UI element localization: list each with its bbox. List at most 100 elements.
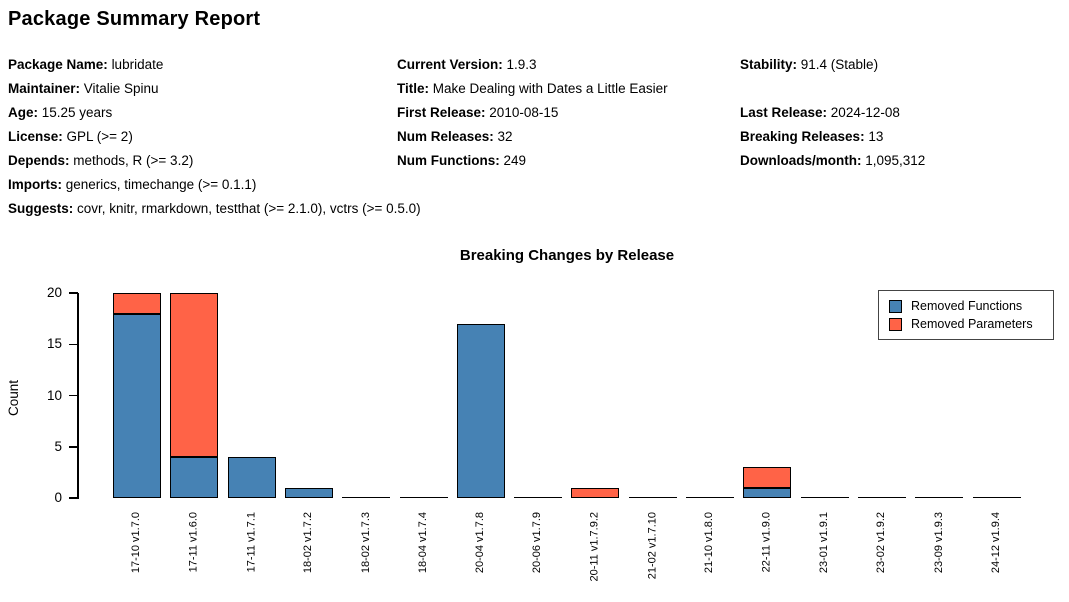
zero-bar — [342, 496, 391, 498]
metadata-label: Breaking Releases: — [740, 129, 869, 144]
metadata-label: Age: — [8, 105, 42, 120]
zero-bar — [915, 496, 964, 498]
metadata-label: Suggests: — [8, 201, 78, 216]
bar-segment-removed-functions — [284, 487, 333, 498]
metadata-label: Title: — [397, 81, 433, 96]
bar-segment-removed-functions — [743, 487, 792, 498]
y-axis-tick — [69, 343, 78, 345]
metadata-value: 2024-12-08 — [830, 105, 900, 120]
metadata-value: GPL (>= 2) — [66, 129, 133, 144]
chart-legend: Removed Functions Removed Parameters — [878, 290, 1054, 340]
y-axis-tick — [69, 497, 78, 499]
metadata-field: Title: Make Dealing with Dates a Little … — [397, 77, 668, 101]
metadata-field: Depends: methods, R (>= 3.2) — [8, 149, 421, 173]
metadata-field: Suggests: covr, knitr, rmarkdown, testth… — [8, 197, 421, 221]
metadata-column-1: Package Name: lubridate Maintainer: Vital… — [8, 53, 421, 221]
x-tick-label: 23-01 v1.9.1 — [818, 512, 831, 574]
legend-swatch — [889, 299, 902, 313]
metadata-field: License: GPL (>= 2) — [8, 125, 421, 149]
zero-bar — [628, 496, 677, 498]
bar-segment-removed-functions — [456, 323, 505, 498]
metadata-value: Make Dealing with Dates a Little Easier — [432, 81, 668, 96]
x-tick-label: 22-11 v1.9.0 — [760, 512, 773, 573]
metadata-value: methods, R (>= 3.2) — [73, 153, 194, 168]
metadata-field: Current Version: 1.9.3 — [397, 53, 668, 77]
y-axis-tick — [69, 446, 78, 448]
metadata-value: lubridate — [111, 57, 164, 72]
x-tick-label: 18-02 v1.7.2 — [302, 512, 315, 574]
bar-segment-removed-parameters — [113, 293, 161, 314]
x-tick-label: 21-10 v1.8.0 — [703, 512, 716, 574]
zero-bar — [972, 496, 1021, 498]
x-tick-label: 17-10 v1.7.0 — [130, 512, 143, 574]
metadata-label: Downloads/month: — [740, 153, 866, 168]
metadata-label: Num Releases: — [397, 129, 498, 144]
metadata-field: First Release: 2010-08-15 — [397, 101, 668, 125]
metadata-value: 1.9.3 — [506, 57, 537, 72]
legend-swatch — [889, 317, 902, 331]
metadata-column-3: Stability: 91.4 (Stable) Last Release: 20… — [740, 53, 925, 173]
x-tick-label: 23-09 v1.9.3 — [932, 512, 945, 574]
metadata-value: 32 — [497, 129, 513, 144]
zero-bar — [514, 496, 563, 498]
metadata-field: Downloads/month: 1,095,312 — [740, 149, 925, 173]
metadata-field: Age: 15.25 years — [8, 101, 421, 125]
metadata-label: First Release: — [397, 105, 490, 120]
x-tick-label: 18-02 v1.7.3 — [359, 512, 372, 574]
metadata-field: Stability: 91.4 (Stable) — [740, 53, 925, 77]
bar-segment-removed-functions — [227, 457, 276, 498]
metadata-field: Num Functions: 249 — [397, 149, 668, 173]
metadata-value: Vitalie Spinu — [83, 81, 159, 96]
legend-entry: Removed Parameters — [889, 317, 1047, 331]
zero-bar — [857, 496, 906, 498]
bar-segment-removed-functions — [113, 313, 161, 498]
report-title: Package Summary Report — [8, 8, 261, 30]
y-axis-tick — [69, 292, 78, 294]
y-tick-label: 15 — [46, 336, 62, 352]
bar-segment-removed-parameters — [170, 293, 219, 457]
metadata-value: generics, timechange (>= 0.1.1) — [65, 177, 257, 192]
legend-entry: Removed Functions — [889, 299, 1047, 313]
zero-bar — [686, 496, 734, 498]
x-tick-label: 18-04 v1.7.4 — [417, 512, 429, 574]
chart-title: Breaking Changes by Release — [459, 247, 675, 264]
y-tick-label: 5 — [54, 438, 62, 454]
x-tick-label: 17-11 v1.6.0 — [187, 512, 200, 573]
metadata-field: Breaking Releases: 13 — [740, 125, 925, 149]
legend-label: Removed Parameters — [911, 317, 1033, 331]
x-tick-label: 20-11 v1.7.9.2 — [588, 512, 601, 582]
metadata-value: 1,095,312 — [865, 153, 926, 168]
y-axis-label: Count — [6, 379, 21, 416]
bar-segment-removed-functions — [170, 457, 219, 498]
x-tick-label: 20-04 v1.7.8 — [474, 512, 487, 574]
y-tick-label: 0 — [54, 490, 62, 505]
x-tick-label: 24-12 v1.9.4 — [990, 512, 1002, 574]
metadata-value: 2010-08-15 — [489, 105, 559, 120]
metadata-label: Last Release: — [740, 105, 831, 120]
bar-segment-removed-parameters — [743, 467, 792, 488]
metadata-field: Last Release: 2024-12-08 — [740, 101, 925, 125]
metadata-label: Depends: — [8, 153, 74, 168]
metadata-value: covr, knitr, rmarkdown, testthat (>= 2.1… — [77, 201, 421, 216]
y-tick-label: 10 — [46, 387, 62, 403]
x-tick-label: 20-06 v1.7.9 — [531, 512, 544, 574]
legend-label: Removed Functions — [911, 299, 1023, 313]
metadata-label: Imports: — [8, 177, 66, 192]
metadata-value: 13 — [868, 129, 884, 144]
metadata-label: License: — [8, 129, 67, 144]
x-tick-label: 21-02 v1.7.10 — [646, 512, 659, 580]
metadata-column-2: Current Version: 1.9.3 Title: Make Dealin… — [397, 53, 668, 173]
metadata-value: 91.4 (Stable) — [800, 57, 879, 72]
metadata-label: Maintainer: — [8, 81, 84, 96]
metadata-field: Package Name: lubridate — [8, 53, 421, 77]
y-tick-label: 20 — [46, 285, 62, 300]
metadata-field: Num Releases: 32 — [397, 125, 668, 149]
zero-bar — [399, 496, 448, 498]
metadata-field: Imports: generics, timechange (>= 0.1.1) — [8, 173, 421, 197]
y-axis-tick — [69, 394, 78, 397]
x-tick-label: 17-11 v1.7.1 — [245, 512, 258, 573]
metadata-value: 249 — [503, 153, 527, 168]
metadata-label: Num Functions: — [397, 153, 504, 168]
